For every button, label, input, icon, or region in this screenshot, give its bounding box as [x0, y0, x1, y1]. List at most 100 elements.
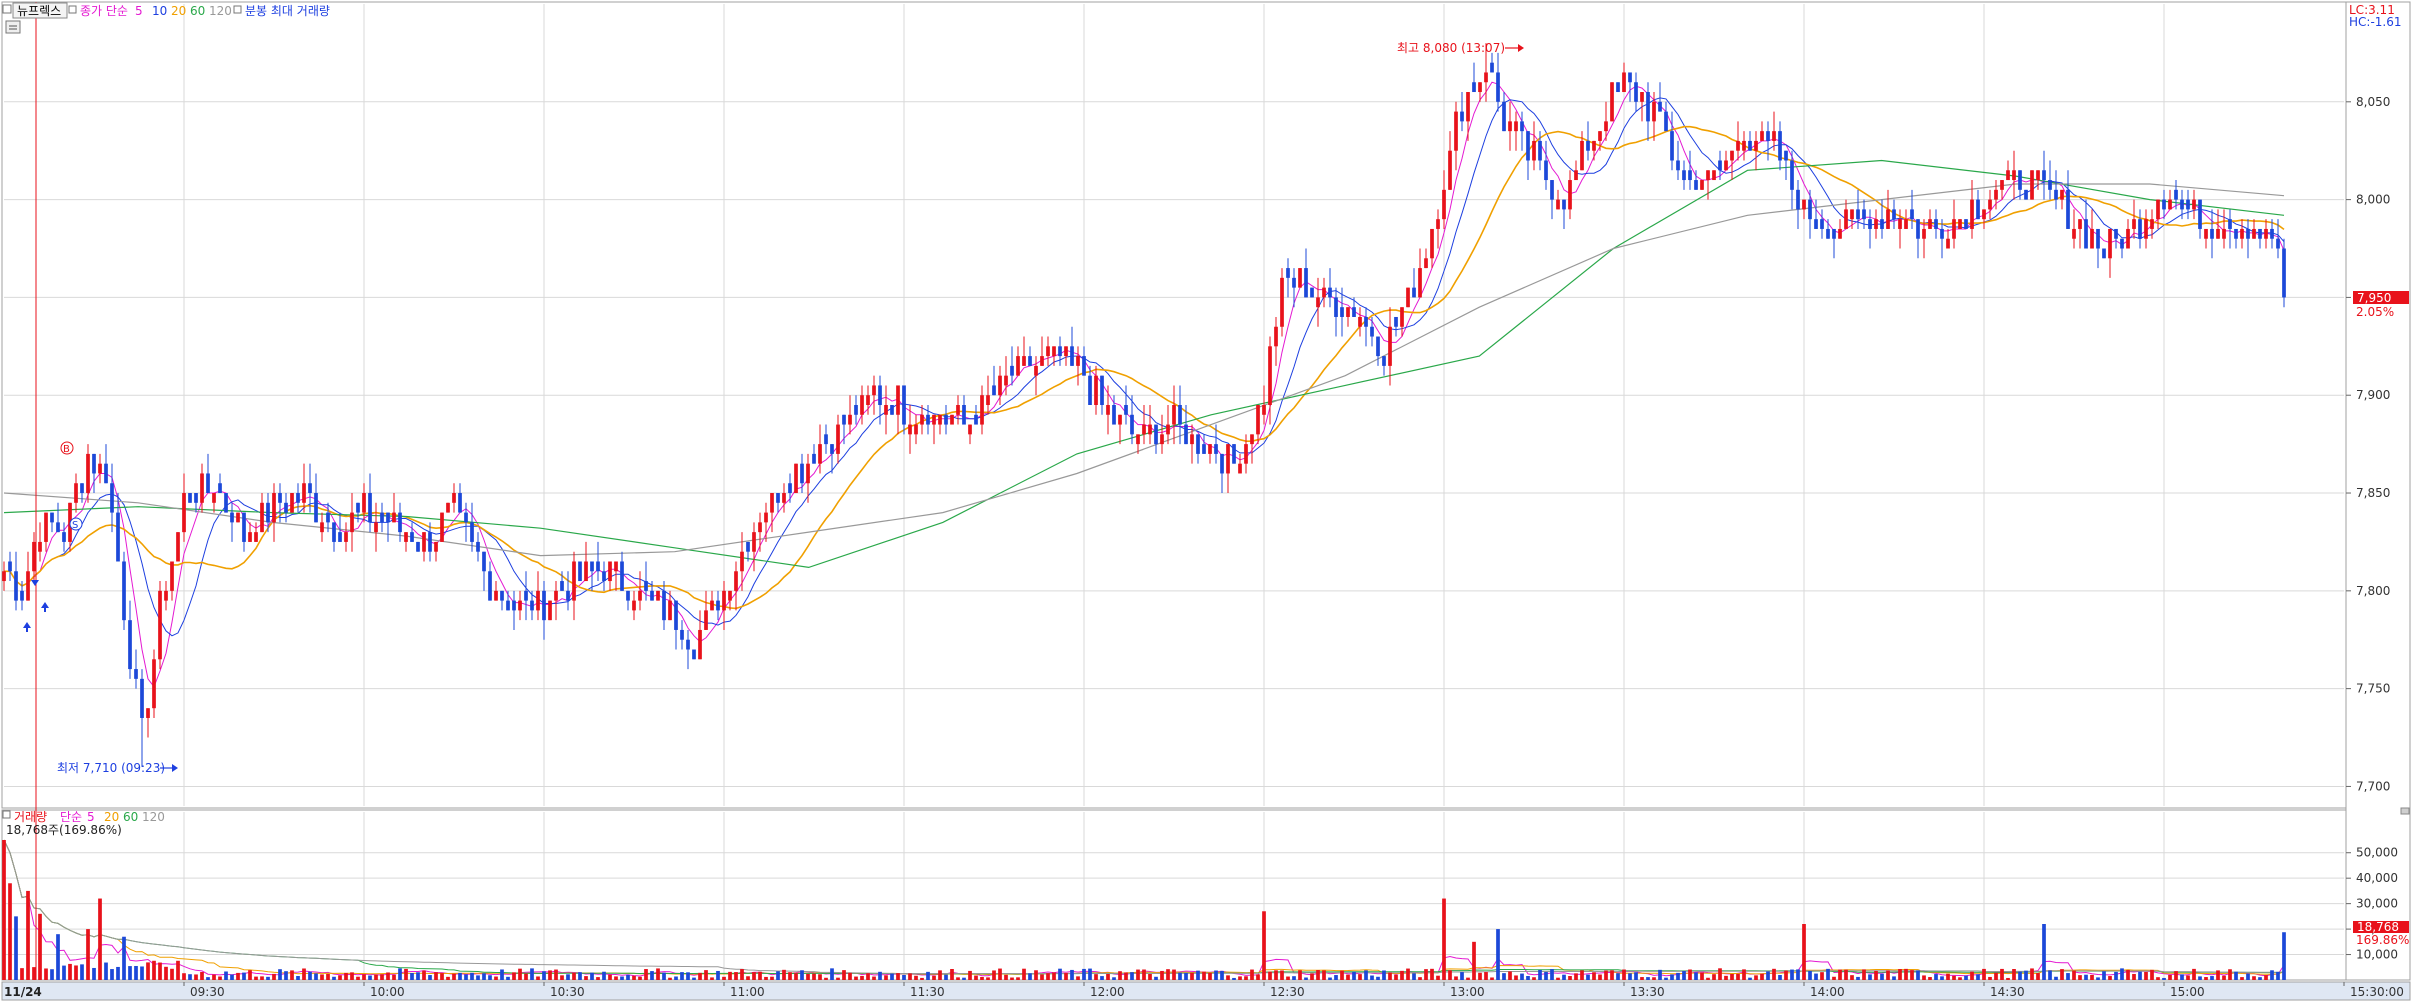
volume-bar	[290, 970, 294, 980]
candle-body	[1370, 326, 1374, 337]
candle-body	[1550, 180, 1554, 200]
volume-bar	[1460, 972, 1464, 980]
volume-bar	[866, 973, 870, 980]
volume-bar	[530, 968, 534, 980]
candle-body	[530, 600, 534, 611]
candle-body	[728, 590, 732, 601]
volume-bar	[1160, 970, 1164, 980]
candle-body	[1364, 316, 1368, 327]
candle-body	[1136, 434, 1140, 445]
candle-body	[668, 600, 672, 621]
volume-bar	[698, 972, 702, 980]
candle-body	[950, 414, 954, 425]
candle-body	[326, 512, 330, 523]
candle-body	[266, 502, 270, 523]
volume-bar	[980, 977, 984, 980]
volume-bar	[1496, 929, 1500, 980]
volume-bar	[1124, 972, 1128, 980]
volume-header-checkbox[interactable]	[2, 810, 11, 819]
volume-bar	[2072, 970, 2076, 980]
volume-bar	[2144, 971, 2148, 980]
volume-bar	[1820, 972, 1824, 980]
volume-bar	[1280, 970, 1284, 980]
volume-bar	[506, 976, 510, 980]
candle-body	[560, 581, 564, 591]
volume-bar	[590, 972, 594, 980]
volume-bar	[1394, 974, 1398, 980]
candle-body	[488, 571, 492, 601]
ma-period-120: 120	[209, 4, 232, 18]
candle-body	[986, 395, 990, 405]
volume-bar	[1742, 969, 1746, 980]
volume-ma-title: 단순	[60, 810, 82, 824]
candle-body	[650, 590, 654, 601]
high-arrow-head	[1518, 44, 1524, 52]
candle-body	[554, 590, 558, 601]
volume-bar	[1202, 971, 1206, 980]
header-checkbox[interactable]	[2, 4, 12, 14]
candle-body	[2144, 219, 2148, 239]
candle-body	[1880, 219, 1884, 229]
arrow-up-icon	[41, 602, 49, 608]
volume-bar	[2096, 977, 2100, 980]
candle-body	[2186, 199, 2190, 210]
candle-body	[644, 581, 648, 591]
volume-bar	[1778, 975, 1782, 980]
volume-bar	[284, 971, 288, 980]
volume-bar	[542, 971, 546, 980]
volume-bar	[1544, 971, 1548, 980]
volume-bar	[2000, 968, 2004, 980]
volume-bar	[1886, 970, 1890, 980]
volume-bar	[944, 974, 948, 980]
volume-bar	[44, 968, 48, 980]
candle-body	[1676, 160, 1680, 171]
candle-body	[1952, 219, 1956, 239]
candle-body	[1040, 356, 1044, 366]
stock-name: 뉴프렉스	[17, 4, 61, 18]
volume-toggle-box[interactable]	[233, 5, 242, 14]
volume-panel-frame	[1, 809, 2347, 981]
volume-bar	[1904, 968, 1908, 980]
volume-bar	[992, 970, 996, 980]
stock-name-box[interactable]	[12, 2, 68, 19]
time-tick-label: 13:00	[1450, 985, 1485, 999]
candle-body	[512, 600, 516, 611]
candle-body	[1838, 228, 1842, 239]
settings-icon[interactable]	[5, 20, 21, 34]
ma-toggle-box[interactable]	[68, 5, 77, 14]
sell-marker[interactable]	[69, 517, 83, 531]
candle-body	[896, 385, 900, 415]
candle-body	[1082, 356, 1086, 376]
candle-body	[2234, 228, 2238, 239]
candle-body	[1592, 140, 1596, 151]
volume-bar	[1064, 973, 1068, 980]
candle-body	[2006, 170, 2010, 181]
candle-body	[1580, 140, 1584, 171]
volume-bar	[848, 972, 852, 980]
time-tick-label: 14:30	[1990, 985, 2025, 999]
volume-bar	[1910, 970, 1914, 980]
buy-marker[interactable]	[60, 441, 74, 455]
volume-bar	[140, 966, 144, 980]
arrow-up-icon-stem	[44, 608, 46, 612]
volume-bar	[308, 971, 312, 980]
candle-body	[1004, 375, 1008, 386]
volume-bar	[1520, 973, 1524, 980]
volume-bar	[1436, 975, 1440, 980]
panel-resize-handle[interactable]	[2400, 807, 2410, 815]
candle-body	[590, 561, 594, 572]
volume-bar	[14, 916, 18, 980]
volume-bar	[890, 973, 894, 980]
volume-bar	[1052, 972, 1056, 980]
candle-body	[2240, 228, 2244, 239]
candle-body	[1124, 405, 1128, 415]
volume-bar	[566, 974, 570, 980]
volume-bar	[1694, 972, 1698, 980]
candle-body	[764, 512, 768, 523]
candle-body	[1736, 140, 1740, 151]
volume-bar	[1664, 977, 1668, 980]
volume-bar	[1988, 976, 1992, 980]
volume-bar	[2090, 974, 2094, 980]
candle-body	[614, 561, 618, 572]
